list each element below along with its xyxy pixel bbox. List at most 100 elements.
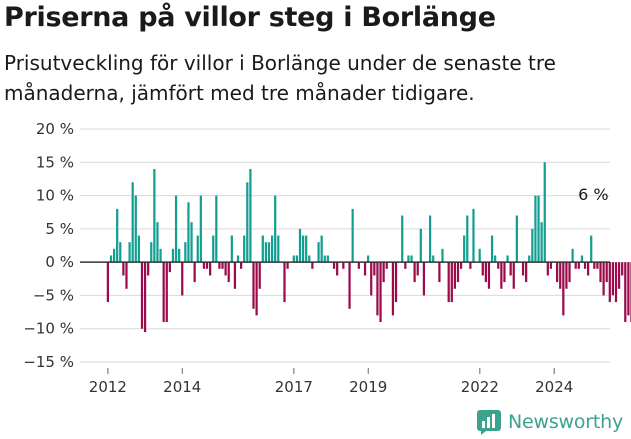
- bar: [453, 262, 457, 289]
- bar: [586, 262, 590, 276]
- bar: [599, 262, 602, 283]
- bar: [531, 228, 534, 263]
- bar: [481, 262, 484, 276]
- bar: [311, 262, 314, 269]
- bar: [385, 262, 388, 269]
- chart-title: Priserna på villor steg i Borlänge: [4, 2, 496, 33]
- bar: [196, 235, 199, 263]
- bar: [490, 235, 494, 263]
- bar: [109, 255, 113, 263]
- bar: [367, 255, 370, 263]
- bar: [320, 235, 323, 263]
- bar: [246, 182, 249, 263]
- bar: [487, 262, 491, 289]
- bar: [227, 262, 230, 283]
- bar: [125, 262, 128, 289]
- bar: [521, 262, 525, 276]
- bar: [283, 262, 286, 303]
- bar: [199, 195, 202, 263]
- grid-lines: [80, 128, 610, 363]
- x-tick-label: 2019: [349, 378, 387, 396]
- bar: [363, 262, 367, 276]
- bar: [441, 248, 444, 263]
- bars-group: [106, 162, 631, 333]
- bar: [450, 262, 453, 303]
- bar: [224, 262, 227, 276]
- bar: [568, 262, 571, 283]
- bar: [484, 262, 487, 283]
- bar: [147, 262, 150, 276]
- bar: [540, 222, 543, 263]
- bar: [574, 262, 577, 269]
- bar: [404, 262, 407, 269]
- bar: [583, 262, 587, 269]
- x-tick-label: 2017: [275, 378, 313, 396]
- bar: [546, 262, 549, 276]
- bar: [267, 242, 271, 263]
- annotation-group: 6 %: [578, 185, 608, 204]
- bar: [466, 215, 469, 263]
- bar: [218, 262, 221, 269]
- x-tick-label: 2014: [163, 378, 201, 396]
- bar: [128, 242, 131, 263]
- bar: [326, 255, 329, 263]
- bar: [301, 235, 305, 263]
- bar: [305, 235, 308, 263]
- bar: [506, 255, 509, 263]
- bar: [614, 262, 618, 303]
- bar: [593, 262, 596, 269]
- brand: Newsworthy: [476, 406, 623, 438]
- bar: [168, 262, 171, 273]
- bar: [131, 182, 134, 263]
- x-axis: 2012 2014 2017 2019 2022 2024: [89, 368, 573, 396]
- bar: [627, 262, 630, 316]
- bar: [348, 262, 351, 309]
- bar: [590, 235, 593, 263]
- bar: [416, 262, 419, 276]
- bar: [205, 262, 209, 269]
- bar: [243, 235, 246, 263]
- bar: [212, 235, 215, 263]
- bar: [528, 255, 531, 263]
- y-tick-label: 15 %: [36, 153, 74, 171]
- bar: [624, 262, 627, 323]
- bar: [382, 262, 385, 283]
- bar: [122, 262, 125, 276]
- bar: [298, 228, 302, 263]
- bar: [323, 255, 326, 263]
- bar: [190, 222, 193, 263]
- bar: [119, 242, 122, 263]
- bar: [370, 262, 373, 296]
- bar: [202, 262, 206, 269]
- bar: [342, 262, 345, 269]
- bar: [153, 168, 156, 263]
- bar: [559, 262, 562, 289]
- bar: [413, 262, 416, 283]
- bar: [240, 262, 243, 269]
- bar: [379, 262, 382, 323]
- bar: [150, 242, 153, 263]
- bar: [112, 248, 116, 263]
- bar: [608, 262, 611, 303]
- bar: [215, 195, 218, 263]
- bar: [277, 235, 280, 263]
- bar: [336, 262, 339, 276]
- bar: [580, 255, 584, 263]
- x-tick-label: 2022: [461, 378, 499, 396]
- y-tick-label: 20 %: [36, 120, 74, 138]
- bar: [549, 262, 553, 269]
- bar: [233, 262, 237, 289]
- bar: [447, 262, 450, 303]
- bar: [494, 255, 497, 263]
- bar: [156, 222, 159, 263]
- bar: [503, 262, 506, 283]
- y-tick-label: 0 %: [45, 253, 74, 271]
- y-tick-label: −10 %: [23, 320, 74, 338]
- bar: [459, 262, 463, 269]
- bar: [221, 262, 224, 269]
- bar: [469, 262, 472, 269]
- bar: [509, 262, 512, 276]
- bar: [295, 255, 298, 263]
- bar: [137, 235, 140, 263]
